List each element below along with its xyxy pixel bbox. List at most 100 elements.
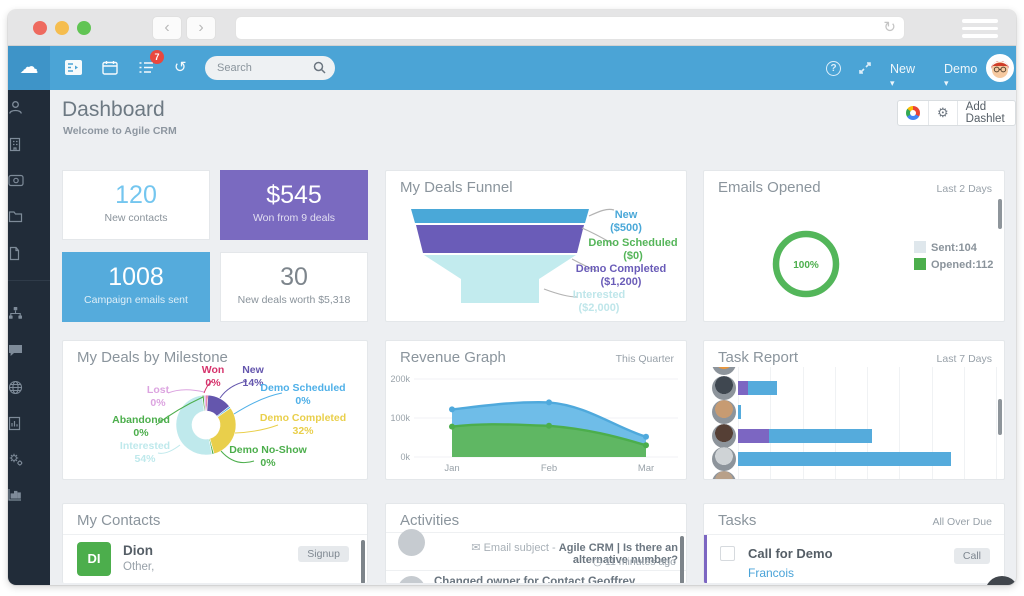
sidebar-item-analytics[interactable] [8,488,50,501]
svg-text:200k: 200k [390,374,410,384]
chrome-icon [906,106,920,120]
deals-funnel-chart: New ($500) Demo Scheduled ($0)Demo Complete… [411,208,678,314]
expand-icon[interactable] [858,61,872,75]
activity-prefix: Email subject - [483,542,559,554]
my-contacts-panel: My Contacts DI Dion Other, Signup [62,503,368,583]
task-report-avatar [712,367,736,375]
activity-time: ◷ 11 minutes ago [592,556,676,568]
user-avatar[interactable] [986,54,1014,82]
tasks-icon[interactable] [138,60,154,75]
svg-text:Feb: Feb [541,463,557,474]
panel-scrollbar[interactable] [361,540,365,583]
svg-text:Jan: Jan [444,463,459,474]
calendar-icon[interactable] [102,60,118,75]
panel-scrollbar[interactable] [680,536,684,583]
page-subtitle: Welcome to Agile CRM [63,125,177,137]
search-input[interactable] [217,56,307,80]
add-dashlet-button[interactable]: Add Dashlet [965,101,1005,125]
panel-range-label: Last 7 Days [936,353,992,365]
search-icon[interactable] [313,61,326,74]
sidebar-item-companies[interactable] [8,137,50,152]
address-bar[interactable]: ↻ [235,16,905,40]
activity-avatar [398,576,425,583]
maximize-window-button[interactable] [77,21,91,35]
svg-text:Demo Completed($1,200): Demo Completed ($1,200) [576,263,666,288]
sidebar-item-documents[interactable] [8,210,50,223]
stat-label: New deals worth $5,318 [237,294,351,306]
deals-funnel-panel: My Deals Funnel New ($500) Demo Scheduled(… [385,170,687,322]
sidebar-item-chat[interactable] [8,343,50,357]
task-tag[interactable]: Call [953,548,990,564]
sidebar-item-notes[interactable] [8,246,50,261]
deals-milestone-chart: Won 0% New 14%Demo Scheduled 0% Demo Complete… [112,364,346,469]
task-report-bar [738,452,951,466]
task-report-chart [704,367,1000,479]
close-window-button[interactable] [33,21,47,35]
history-icon[interactable]: ↺ [174,59,187,76]
sidebar-item-contacts[interactable] [8,100,50,115]
agile-crm-logo[interactable]: ☁ [8,46,50,90]
mail-icon: ✉ [471,542,481,554]
task-report-avatar [712,424,736,448]
sidebar-item-settings[interactable] [8,452,50,467]
panel-title: Activities [400,512,460,529]
sidebar-item-deals[interactable] [8,174,50,187]
page-title: Dashboard [62,98,165,121]
sidebar-item-web[interactable] [8,380,50,395]
sidebar-item-reports[interactable] [8,416,50,431]
new-dropdown[interactable]: New ▾ [890,62,916,88]
sidebar-item-campaigns[interactable] [8,306,50,320]
svg-text:New($500): New ($500) [610,209,642,234]
contact-subtitle: Other, [123,561,155,573]
deals-milestone-panel: My Deals by Milestone Won 0% New 14% Demo Sc… [62,340,368,480]
task-report-bar [738,381,748,395]
stat-card-new-deals[interactable]: 30 New deals worth $5,318 [220,252,368,322]
task-owner-link[interactable]: Francois [748,566,795,580]
minimize-window-button[interactable] [55,21,69,35]
stat-card-new-contacts[interactable]: 120 New contacts [62,170,210,240]
task-report-bar [738,405,742,419]
svg-text:100%: 100% [793,260,819,271]
stat-label: New contacts [104,212,168,224]
contacts-panel-icon[interactable] [65,60,82,75]
chat-widget-button[interactable] [985,576,1016,585]
browser-menu-icon[interactable] [962,19,998,38]
activities-panel: Activities ✉ Email subject - Agile CRM |… [385,503,687,583]
panel-scrollbar[interactable] [998,199,1002,229]
stat-value: 1008 [108,263,164,291]
panel-title: Tasks [718,512,757,529]
tasks-badge: 7 [150,50,164,64]
panel-filter-label[interactable]: All Over Due [932,516,992,528]
sidebar-divider [8,280,50,281]
forward-button[interactable]: › [186,16,216,40]
help-icon[interactable]: ? [826,61,841,76]
back-button[interactable]: ‹ [152,16,182,40]
legend-swatch-opened [914,258,926,270]
task-title[interactable]: Call for Demo [748,546,833,561]
chrome-extension-button[interactable] [898,101,929,125]
task-checkbox[interactable] [720,546,735,561]
demo-dropdown[interactable]: Demo ▾ [944,62,978,88]
dashlet-settings-button[interactable]: ⚙ [929,101,958,125]
reload-icon[interactable]: ↻ [883,19,896,36]
revenue-chart: 0k 100k 200k Jan Feb Mar [390,374,678,474]
tasks-panel: Tasks All Over Due Call for Demo Francoi… [703,503,1005,583]
panel-title: Task Report [718,349,799,366]
panel-scrollbar[interactable] [998,399,1002,435]
panel-title: Emails Opened [718,179,821,196]
task-report-bar [768,429,872,443]
contact-name[interactable]: Dion [123,543,153,558]
svg-text:Interested($2,000): Interested ($2,000) [573,289,626,314]
stat-card-campaign-emails[interactable]: 1008 Campaign emails sent [62,252,210,322]
stat-value: 120 [115,181,157,209]
emails-legend: Sent:104 Opened:112 [914,241,993,271]
task-report-bar [738,429,769,443]
stat-card-won-deals[interactable]: $545 Won from 9 deals [220,170,368,240]
contact-tag[interactable]: Signup [298,546,349,562]
